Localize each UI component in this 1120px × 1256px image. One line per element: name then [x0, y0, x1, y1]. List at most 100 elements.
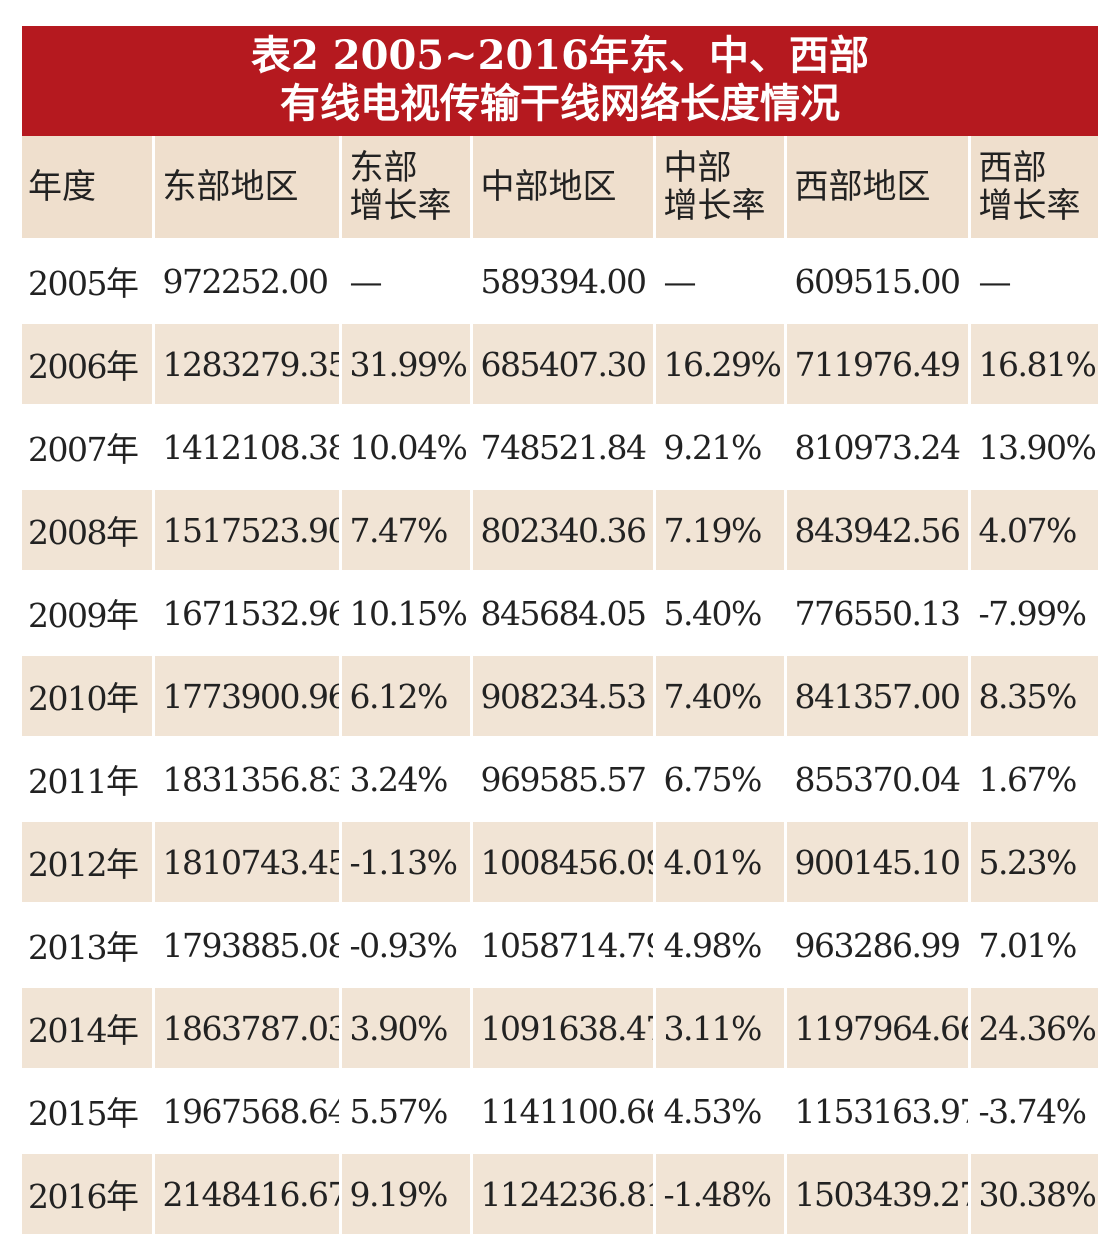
cell-east: 1863787.03 — [151, 985, 340, 1070]
header-mid-rate-line1: 中部 — [663, 148, 732, 188]
table-title-line1: 表2 2005~2016年东、中、西部 — [251, 32, 869, 79]
header-east-rate-line1: 东部 — [349, 148, 418, 188]
cell-west-rate: 1.67% — [967, 736, 1098, 821]
table-row: 2007年 1412108.38 10.04% 748521.84 9.21% … — [22, 404, 1098, 489]
cell-east-rate: 7.47% — [338, 487, 471, 572]
cell-west-rate: 7.01% — [967, 902, 1098, 987]
cell-west-rate: 4.07% — [967, 487, 1098, 572]
cell-year: 2005年 — [22, 238, 153, 323]
cell-mid-rate: 9.21% — [652, 404, 785, 489]
cell-mid: 1058714.79 — [469, 902, 654, 987]
header-mid-rate: 中部 增长率 — [652, 136, 785, 240]
cell-year: 2011年 — [22, 736, 153, 821]
data-table-figure: 表2 2005~2016年东、中、西部 有线电视传输干线网络长度情况 年度 东部… — [22, 26, 1098, 1236]
table-row: 2015年 1967568.64 5.57% 1141100.66 4.53% … — [22, 1068, 1098, 1153]
cell-west: 810973.24 — [783, 404, 969, 489]
cell-east: 1831356.83 — [151, 736, 340, 821]
cell-west: 900145.10 — [783, 819, 969, 904]
cell-west: 855370.04 — [783, 736, 969, 821]
cell-mid-rate: 16.29% — [652, 321, 785, 406]
cell-mid-rate: -1.48% — [652, 1151, 785, 1234]
cell-mid: 1008456.09 — [469, 819, 654, 904]
cell-east: 1412108.38 — [151, 404, 340, 489]
header-east-rate: 东部 增长率 — [338, 136, 471, 240]
cell-west-rate: 5.23% — [967, 819, 1098, 904]
cell-mid-rate: 3.11% — [652, 985, 785, 1070]
cell-west: 711976.49 — [783, 321, 969, 406]
header-west-rate-line2: 增长率 — [978, 186, 1081, 226]
cell-east: 1773900.96 — [151, 653, 340, 738]
cell-year: 2016年 — [22, 1151, 153, 1234]
cell-mid-rate: 4.98% — [652, 902, 785, 987]
cell-east: 1793885.08 — [151, 902, 340, 987]
cell-west-rate: 13.90% — [967, 404, 1098, 489]
cell-west: 609515.00 — [783, 238, 969, 323]
cell-west-rate: 30.38% — [967, 1151, 1098, 1234]
header-row: 年度 东部地区 东部 增长率 中部地区 中部 增长率 西部地区 西部 增长率 — [22, 136, 1098, 240]
cell-east: 1810743.45 — [151, 819, 340, 904]
table-row: 2013年 1793885.08 -0.93% 1058714.79 4.98%… — [22, 902, 1098, 987]
cell-east: 972252.00 — [151, 238, 340, 323]
cell-year: 2007年 — [22, 404, 153, 489]
table-title: 表2 2005~2016年东、中、西部 有线电视传输干线网络长度情况 — [22, 26, 1098, 136]
table-title-line2: 有线电视传输干线网络长度情况 — [280, 80, 840, 127]
cell-mid: 845684.05 — [469, 570, 654, 655]
cell-mid-rate: 7.40% — [652, 653, 785, 738]
cell-east-rate: -1.13% — [338, 819, 471, 904]
cell-east-rate: 31.99% — [338, 321, 471, 406]
table-row: 2008年 1517523.90 7.47% 802340.36 7.19% 8… — [22, 487, 1098, 572]
cell-mid-rate: 4.53% — [652, 1068, 785, 1153]
table-row: 2011年 1831356.83 3.24% 969585.57 6.75% 8… — [22, 736, 1098, 821]
cell-west-rate: -3.74% — [967, 1068, 1098, 1153]
cell-mid: 589394.00 — [469, 238, 654, 323]
cell-east: 1283279.35 — [151, 321, 340, 406]
cell-year: 2010年 — [22, 653, 153, 738]
cell-mid-rate: 4.01% — [652, 819, 785, 904]
cell-west: 1503439.27 — [783, 1151, 969, 1234]
cell-west-rate: 16.81% — [967, 321, 1098, 406]
cell-east-rate: 10.04% — [338, 404, 471, 489]
cell-west: 776550.13 — [783, 570, 969, 655]
cell-east-rate: 6.12% — [338, 653, 471, 738]
cell-mid: 685407.30 — [469, 321, 654, 406]
cell-mid-rate: — — [652, 238, 785, 323]
cell-mid: 969585.57 — [469, 736, 654, 821]
cell-year: 2009年 — [22, 570, 153, 655]
cable-network-length-table: 年度 东部地区 东部 增长率 中部地区 中部 增长率 西部地区 西部 增长率 — [22, 136, 1098, 1234]
cell-east-rate: 9.19% — [338, 1151, 471, 1234]
cell-west-rate: 24.36% — [967, 985, 1098, 1070]
header-mid: 中部地区 — [469, 136, 654, 240]
cell-mid-rate: 7.19% — [652, 487, 785, 572]
header-east-rate-line2: 增长率 — [349, 186, 452, 226]
cell-east-rate: 3.90% — [338, 985, 471, 1070]
cell-west: 843942.56 — [783, 487, 969, 572]
cell-east-rate: 5.57% — [338, 1068, 471, 1153]
cell-mid: 908234.53 — [469, 653, 654, 738]
cell-year: 2012年 — [22, 819, 153, 904]
table-row: 2006年 1283279.35 31.99% 685407.30 16.29%… — [22, 321, 1098, 406]
table-row: 2012年 1810743.45 -1.13% 1008456.09 4.01%… — [22, 819, 1098, 904]
cell-west: 1197964.66 — [783, 985, 969, 1070]
header-mid-rate-line2: 增长率 — [663, 186, 766, 226]
cell-east: 1517523.90 — [151, 487, 340, 572]
cell-mid-rate: 5.40% — [652, 570, 785, 655]
cell-west: 963286.99 — [783, 902, 969, 987]
cell-east: 1671532.96 — [151, 570, 340, 655]
table-row: 2005年 972252.00 — 589394.00 — 609515.00 … — [22, 238, 1098, 323]
cell-mid: 1091638.47 — [469, 985, 654, 1070]
cell-east: 1967568.64 — [151, 1068, 340, 1153]
cell-year: 2013年 — [22, 902, 153, 987]
cell-year: 2006年 — [22, 321, 153, 406]
cell-west: 841357.00 — [783, 653, 969, 738]
cell-mid: 748521.84 — [469, 404, 654, 489]
cell-year: 2015年 — [22, 1068, 153, 1153]
cell-west-rate: 8.35% — [967, 653, 1098, 738]
header-west-rate-line1: 西部 — [978, 148, 1047, 188]
cell-mid-rate: 6.75% — [652, 736, 785, 821]
table-row: 2010年 1773900.96 6.12% 908234.53 7.40% 8… — [22, 653, 1098, 738]
header-year: 年度 — [22, 136, 153, 240]
cell-west: 1153163.97 — [783, 1068, 969, 1153]
table-row: 2014年 1863787.03 3.90% 1091638.47 3.11% … — [22, 985, 1098, 1070]
cell-east: 2148416.67 — [151, 1151, 340, 1234]
cell-east-rate: — — [338, 238, 471, 323]
